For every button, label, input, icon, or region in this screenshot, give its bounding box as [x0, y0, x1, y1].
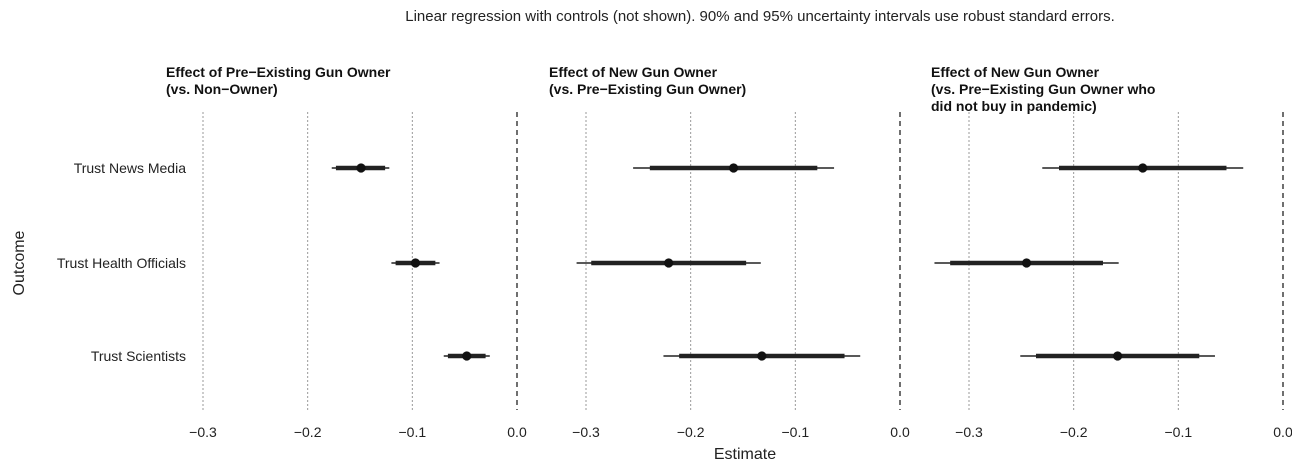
point-estimate — [728, 163, 739, 173]
x-tick-label: −0.2 — [294, 424, 322, 440]
y-axis-title: Outcome — [11, 230, 28, 295]
x-tick-label: 0.0 — [890, 424, 910, 440]
panel-title-line: Effect of New Gun Owner — [549, 64, 718, 80]
x-tick-label: −0.3 — [572, 424, 600, 440]
point-estimate — [1021, 258, 1032, 268]
panel-title-line: (vs. Pre−Existing Gun Owner who — [931, 81, 1155, 97]
point-estimate — [410, 258, 421, 268]
category-label: Trust Scientists — [91, 348, 186, 364]
chart-caption: Linear regression with controls (not sho… — [405, 8, 1115, 25]
x-tick-label: −0.2 — [1060, 424, 1088, 440]
panel-title-line: Effect of Pre−Existing Gun Owner — [166, 64, 391, 80]
point-estimate — [356, 163, 366, 173]
point-estimate — [462, 351, 472, 361]
x-tick-label: 0.0 — [507, 424, 527, 440]
x-tick-label: −0.2 — [677, 424, 705, 440]
x-tick-label: −0.1 — [782, 424, 810, 440]
point-estimate — [1113, 351, 1123, 361]
x-tick-label: −0.1 — [1165, 424, 1193, 440]
point-estimate — [1138, 163, 1148, 173]
x-tick-label: −0.3 — [189, 424, 217, 440]
x-tick-label: 0.0 — [1273, 424, 1292, 440]
point-estimate — [664, 258, 674, 268]
x-tick-label: −0.3 — [955, 424, 983, 440]
x-tick-label: −0.1 — [399, 424, 427, 440]
point-estimate — [757, 351, 767, 361]
panel-title-line: Effect of New Gun Owner — [931, 64, 1100, 80]
x-axis-title: Estimate — [714, 446, 776, 463]
panel-title-line: did not buy in pandemic) — [931, 98, 1097, 114]
panel-title-line: (vs. Non−Owner) — [166, 81, 278, 97]
category-label: Trust News Media — [74, 160, 187, 176]
category-label: Trust Health Officials — [57, 255, 186, 271]
panel-title-line: (vs. Pre−Existing Gun Owner) — [549, 81, 746, 97]
